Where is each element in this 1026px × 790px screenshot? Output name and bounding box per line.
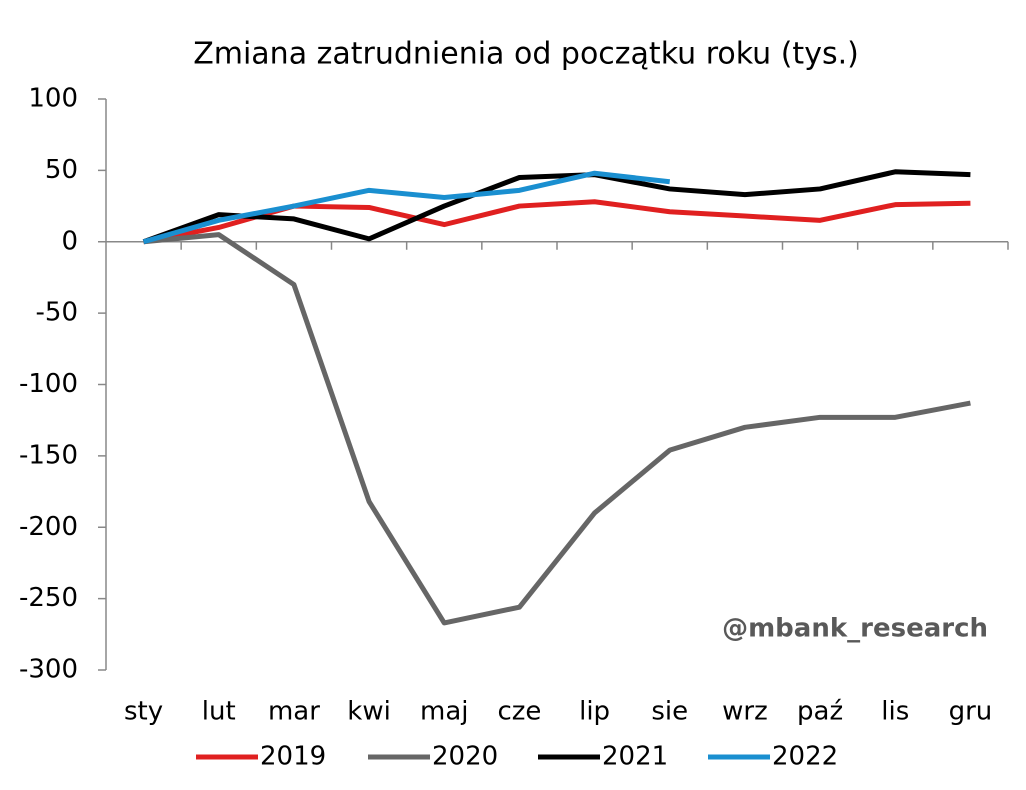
x-tick-label: lip [579,697,610,727]
y-tick-label: -150 [19,440,78,470]
x-tick-label: maj [420,697,468,727]
legend-label: 2021 [602,742,668,772]
x-tick-label: sie [651,697,688,727]
x-tick-label: gru [949,697,993,727]
y-tick-label: 100 [28,84,78,114]
y-tick-label: -300 [19,655,78,685]
x-tick-label: sty [124,697,163,727]
legend-label: 2019 [260,742,326,772]
x-tick-label: lis [881,697,909,727]
legend-label: 2022 [772,742,838,772]
series-line [142,170,671,245]
x-tick-label: wrz [722,697,768,727]
x-tick-label: lut [202,697,236,727]
y-tick-label: -200 [19,512,78,542]
y-tick-label: -250 [19,583,78,613]
x-tick-label: kwi [347,697,391,727]
y-tick-label: -100 [19,369,78,399]
x-tick-label: cze [497,697,541,727]
y-tick-label: -50 [36,298,78,328]
y-tick-label: 0 [61,226,78,256]
x-tick-label: mar [268,697,320,727]
chart-title: Zmiana zatrudnienia od początku roku (ty… [193,37,859,72]
annotation: @mbank_research [722,614,988,644]
y-tick-label: 50 [45,155,78,185]
series-line [143,199,971,245]
legend-label: 2020 [432,742,498,772]
series-line [143,232,971,626]
x-tick-label: paź [797,697,843,727]
series-line [142,169,971,245]
